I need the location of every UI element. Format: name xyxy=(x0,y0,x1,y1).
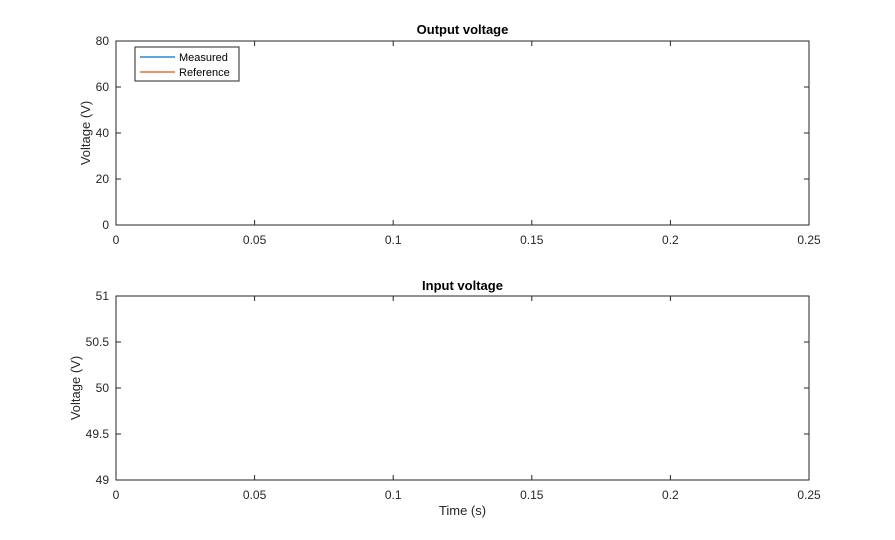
x-tick-label: 0.2 xyxy=(662,488,679,502)
x-tick-label: 0.25 xyxy=(797,488,821,502)
x-tick-label: 0.1 xyxy=(385,233,402,247)
output-voltage-axes: 0 0.05 0.1 0.15 0.2 0.25 0 20 40 60 80 Output volta… xyxy=(78,22,821,247)
x-tick-label: 0 xyxy=(113,233,120,247)
x-tick-label: 0.05 xyxy=(243,233,267,247)
x-tick-label: 0.2 xyxy=(662,233,679,247)
y-tick-label: 49.5 xyxy=(86,427,110,441)
legend-box xyxy=(134,46,240,82)
x-tick-label: 0.15 xyxy=(520,488,544,502)
axes-frame xyxy=(115,295,810,481)
y-tick-label: 50 xyxy=(96,381,110,395)
y-tick-label: 80 xyxy=(96,34,110,48)
y-tick-label: 60 xyxy=(96,80,110,94)
y-axis-label: Voltage (V) xyxy=(78,101,93,165)
y-tick-label: 51 xyxy=(96,289,110,303)
y-tick-label: 20 xyxy=(96,172,110,186)
input-voltage-axes: 0 0.05 0.1 0.15 0.2 0.25 49 49.5 50 50.5 51 Input v… xyxy=(68,278,821,518)
y-tick-label: 49 xyxy=(96,473,110,487)
y-axis-label: Voltage (V) xyxy=(68,356,83,420)
x-tick-label: 0.1 xyxy=(385,488,402,502)
y-tick-label: 0 xyxy=(102,218,109,232)
x-tick-label: 0.15 xyxy=(520,233,544,247)
legend: Measured Reference xyxy=(134,46,240,82)
x-tick-label: 0.05 xyxy=(243,488,267,502)
legend-label-measured: Measured xyxy=(179,52,228,64)
x-axis-label: Time (s) xyxy=(439,503,486,518)
x-tick-label: 0.25 xyxy=(797,233,821,247)
legend-label-reference: Reference xyxy=(179,67,230,79)
y-tick-label: 50.5 xyxy=(86,335,110,349)
x-tick-label: 0 xyxy=(113,488,120,502)
y-tick-label: 40 xyxy=(96,126,110,140)
chart-title: Output voltage xyxy=(417,22,509,37)
chart-title: Input voltage xyxy=(422,278,503,293)
